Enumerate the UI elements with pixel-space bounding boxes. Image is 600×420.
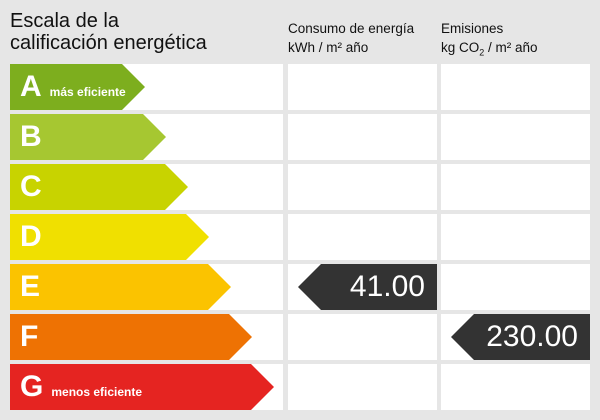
emisiones-unit: kg CO2 / m² año bbox=[441, 38, 538, 63]
emisiones-cell bbox=[441, 114, 590, 160]
rating-arrow-b: B bbox=[10, 114, 166, 160]
rating-letter: A bbox=[20, 70, 42, 103]
title-line: Escala de la bbox=[10, 10, 119, 32]
consumo-cell bbox=[288, 114, 437, 160]
consumo-label: Consumo de energía bbox=[288, 21, 415, 36]
rating-letter: B bbox=[20, 120, 42, 153]
emisiones-cell bbox=[441, 264, 590, 310]
consumo-cell bbox=[288, 364, 437, 410]
emisiones-cell bbox=[441, 164, 590, 210]
unit-text: kg CO bbox=[441, 40, 480, 55]
consumo-value-tag: 41.00 bbox=[298, 264, 437, 310]
consumo-header: Consumo de energía kWh / m² año bbox=[288, 19, 414, 57]
emisiones-header: Emisiones kg CO2 / m² año bbox=[441, 19, 538, 63]
rating-letter: G bbox=[20, 370, 44, 403]
consumo-cell bbox=[288, 214, 437, 260]
rating-letter: E bbox=[20, 270, 41, 303]
rating-letter: F bbox=[20, 320, 39, 353]
emisiones-label: Emisiones bbox=[441, 21, 504, 36]
consumo-cell bbox=[288, 164, 437, 210]
rating-arrow-e: E bbox=[10, 264, 231, 310]
emisiones-cell bbox=[441, 364, 590, 410]
emisiones-cell bbox=[441, 214, 590, 260]
emisiones-value-tag: 230.00 bbox=[451, 314, 590, 360]
title-line: calificación energética bbox=[10, 32, 207, 54]
page-title: Escala de la calificación energética bbox=[10, 10, 207, 54]
rating-label: menos eficiente bbox=[51, 385, 143, 399]
rating-letter: D bbox=[20, 220, 42, 253]
consumo-cell bbox=[288, 314, 437, 360]
unit-text: / m² año bbox=[484, 40, 538, 55]
consumo-unit: kWh / m² año bbox=[288, 40, 369, 55]
unit-subscript: 2 bbox=[479, 47, 485, 58]
rating-arrow-d: D bbox=[10, 214, 209, 260]
rating-label: más eficiente bbox=[49, 85, 126, 99]
rating-letter: C bbox=[20, 170, 42, 203]
emisiones-cell bbox=[441, 64, 590, 110]
rating-arrow-c: C bbox=[10, 164, 188, 210]
rating-arrow-f: F bbox=[10, 314, 252, 360]
consumo-cell bbox=[288, 64, 437, 110]
